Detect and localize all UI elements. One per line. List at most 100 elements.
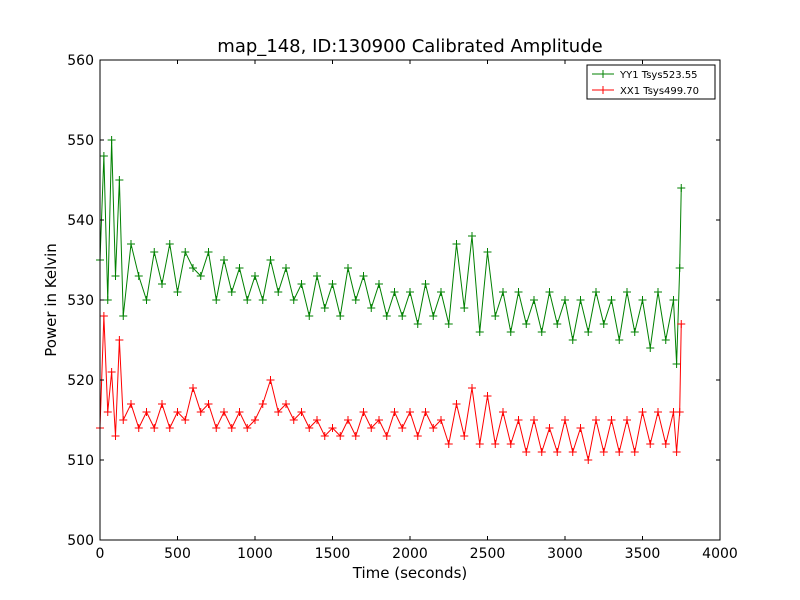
data-point-marker	[623, 288, 631, 296]
data-point-marker	[452, 400, 461, 408]
data-point-marker	[669, 296, 678, 304]
data-point-marker	[646, 344, 655, 352]
data-point-marker	[406, 288, 414, 296]
data-point-marker	[491, 440, 500, 448]
legend-marker	[599, 86, 607, 94]
data-point-marker	[243, 424, 252, 432]
data-point-marker	[266, 256, 275, 264]
data-point-marker	[142, 408, 151, 416]
data-point-marker	[646, 440, 655, 448]
data-point-marker	[654, 408, 662, 416]
data-point-marker	[675, 408, 684, 416]
data-point-marker	[460, 304, 469, 312]
data-point-marker	[375, 280, 383, 288]
data-point-marker	[227, 424, 236, 432]
data-point-marker	[630, 328, 639, 336]
data-point-marker	[336, 312, 345, 320]
data-point-marker	[134, 272, 143, 280]
data-point-marker	[545, 288, 554, 296]
data-point-marker	[630, 448, 639, 456]
data-point-marker	[150, 424, 159, 432]
data-point-marker	[592, 288, 600, 296]
data-point-marker	[483, 392, 492, 400]
data-point-marker	[196, 272, 205, 280]
y-tick-label: 540	[67, 213, 94, 229]
data-point-marker	[158, 400, 166, 408]
data-point-marker	[99, 312, 108, 320]
data-point-marker	[150, 248, 159, 256]
data-point-marker	[204, 400, 213, 408]
legend-label: YY1 Tsys523.55	[619, 70, 698, 81]
data-point-marker	[553, 448, 562, 456]
data-point-marker	[452, 240, 461, 248]
data-point-marker	[437, 288, 445, 296]
data-point-marker	[475, 328, 484, 336]
data-point-marker	[537, 328, 546, 336]
x-tick-label: 3500	[625, 546, 661, 562]
data-point-marker	[406, 408, 414, 416]
data-point-marker	[506, 328, 515, 336]
data-point-marker	[638, 296, 647, 304]
data-point-marker	[537, 448, 546, 456]
data-point-marker	[258, 296, 267, 304]
data-point-marker	[173, 288, 182, 296]
data-point-marker	[375, 416, 383, 424]
x-tick-label: 2000	[392, 546, 428, 562]
data-point-marker	[313, 416, 321, 424]
data-point-marker	[115, 176, 124, 184]
x-tick-label: 0	[96, 546, 105, 562]
data-point-marker	[127, 240, 135, 248]
x-tick-label: 4000	[702, 546, 738, 562]
data-point-marker	[127, 400, 135, 408]
data-point-marker	[661, 440, 670, 448]
data-point-marker	[398, 424, 407, 432]
data-point-marker	[584, 456, 593, 464]
data-point-marker	[328, 280, 337, 288]
data-point-marker	[351, 432, 360, 440]
x-tick-label: 1500	[315, 546, 351, 562]
data-point-marker	[638, 408, 647, 416]
data-point-marker	[111, 432, 120, 440]
data-point-marker	[623, 416, 631, 424]
data-point-marker	[398, 312, 407, 320]
data-point-marker	[212, 296, 221, 304]
y-tick-label: 530	[67, 293, 94, 309]
x-tick-label: 2500	[470, 546, 506, 562]
data-point-marker	[568, 336, 577, 344]
data-point-marker	[429, 312, 438, 320]
data-point-marker	[607, 296, 616, 304]
y-tick-label: 560	[67, 53, 94, 69]
data-point-marker	[258, 400, 267, 408]
data-point-marker	[561, 296, 569, 304]
data-point-marker	[576, 296, 585, 304]
data-point-marker	[413, 432, 422, 440]
data-point-marker	[220, 256, 228, 264]
data-point-marker	[444, 320, 453, 328]
data-point-marker	[189, 264, 197, 272]
data-point-marker	[654, 288, 662, 296]
data-point-marker	[99, 152, 108, 160]
data-point-marker	[212, 424, 221, 432]
data-point-marker	[677, 320, 686, 328]
data-point-marker	[367, 424, 376, 432]
data-point-marker	[351, 296, 360, 304]
data-point-marker	[359, 408, 368, 416]
data-point-marker	[530, 296, 538, 304]
legend: YY1 Tsys523.55 XX1 Tsys499.70	[586, 64, 716, 100]
data-point-marker	[592, 416, 600, 424]
data-point-marker	[615, 336, 624, 344]
data-point-marker	[672, 360, 681, 368]
data-point-marker	[320, 304, 329, 312]
data-point-marker	[282, 400, 290, 408]
data-point-marker	[165, 240, 174, 248]
data-point-marker	[274, 408, 283, 416]
data-point-marker	[607, 416, 616, 424]
data-point-marker	[274, 288, 283, 296]
y-tick-label: 500	[67, 533, 94, 549]
data-point-marker	[599, 448, 608, 456]
data-point-marker	[196, 408, 205, 416]
data-point-marker	[103, 408, 112, 416]
data-point-marker	[576, 424, 585, 432]
data-point-marker	[522, 448, 531, 456]
data-point-marker	[107, 136, 116, 144]
